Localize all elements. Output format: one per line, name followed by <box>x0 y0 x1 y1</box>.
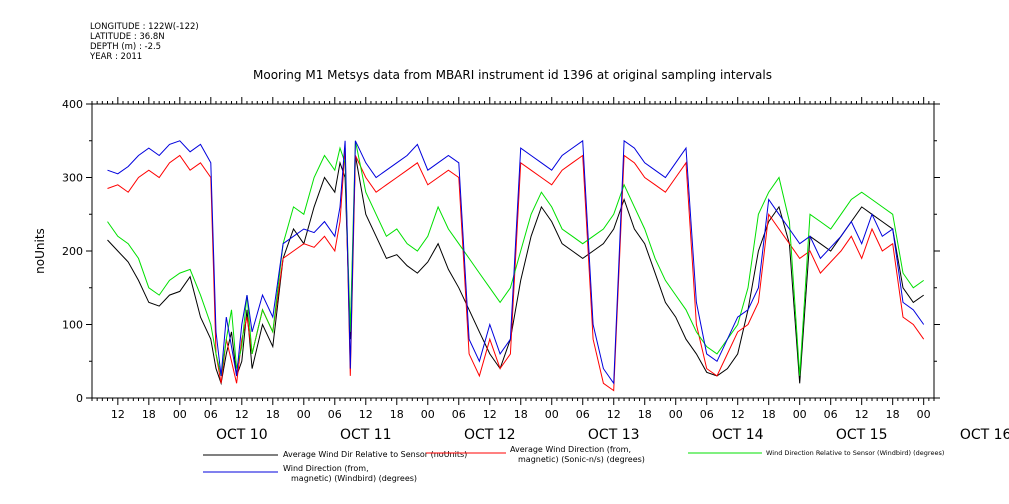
x-day-label: OCT 16 <box>960 427 1009 443</box>
x-hour-label: 06 <box>452 408 466 421</box>
x-hour-label: 12 <box>359 408 373 421</box>
legend-label-4: Wind Direction (from, <box>283 464 369 473</box>
x-hour-label: 00 <box>917 408 931 421</box>
y-tick-label: 100 <box>62 319 83 332</box>
meta-longitude: LONGITUDE : 122W(-122) <box>90 22 199 32</box>
y-axis-label: noUnits <box>33 228 47 274</box>
legend-label-3: Wind Direction Relative to Sensor (Windb… <box>766 449 944 457</box>
x-day-label: OCT 14 <box>712 427 764 443</box>
x-hour-label: 06 <box>328 408 342 421</box>
x-hour-label: 18 <box>390 408 404 421</box>
x-hour-label: 18 <box>514 408 528 421</box>
meta-year: YEAR : 2011 <box>90 52 143 62</box>
y-tick-label: 300 <box>62 172 83 185</box>
x-hour-label: 18 <box>142 408 156 421</box>
x-hour-label: 18 <box>762 408 776 421</box>
x-hour-label: 12 <box>607 408 621 421</box>
x-day-label: OCT 11 <box>340 427 392 443</box>
x-hour-label: 06 <box>700 408 714 421</box>
x-hour-label: 00 <box>793 408 807 421</box>
legend-label-4: magnetic) (Windbird) (degrees) <box>291 474 417 483</box>
y-tick-label: 400 <box>62 98 83 111</box>
meta-depth: DEPTH (m) : -2.5 <box>90 42 162 52</box>
legend-label-2: Average Wind Direction (from, <box>510 445 631 454</box>
x-hour-label: 00 <box>545 408 559 421</box>
x-hour-label: 18 <box>638 408 652 421</box>
x-hour-label: 00 <box>297 408 311 421</box>
x-hour-label: 12 <box>235 408 249 421</box>
x-day-label: OCT 10 <box>216 427 268 443</box>
x-hour-label: 18 <box>266 408 280 421</box>
y-tick-label: 200 <box>62 245 83 258</box>
legend-label-1: Average Wind Dir Relative to Sensor (noU… <box>283 450 467 459</box>
x-hour-label: 06 <box>204 408 218 421</box>
location-metadata: LONGITUDE : 122W(-122) LATITUDE : 36.8N … <box>90 22 199 62</box>
x-day-label: OCT 12 <box>464 427 516 443</box>
x-hour-label: 18 <box>886 408 900 421</box>
y-tick-label: 0 <box>76 392 83 405</box>
x-hour-label: 12 <box>483 408 497 421</box>
x-hour-label: 00 <box>421 408 435 421</box>
legend-label-2: magnetic) (Sonic-n/s) (degrees) <box>518 455 645 464</box>
x-day-label: OCT 15 <box>836 427 888 443</box>
x-day-label: OCT 13 <box>588 427 640 443</box>
x-hour-label: 12 <box>111 408 125 421</box>
x-hour-label: 00 <box>669 408 683 421</box>
x-hour-label: 00 <box>173 408 187 421</box>
series-line-4 <box>107 139 925 385</box>
x-hour-label: 06 <box>576 408 590 421</box>
x-hour-label: 12 <box>855 408 869 421</box>
x-hour-label: 12 <box>731 408 745 421</box>
series-line-2 <box>107 148 925 392</box>
meta-latitude: LATITUDE : 36.8N <box>90 32 165 42</box>
series-line-3 <box>107 140 924 377</box>
chart-title: Mooring M1 Metsys data from MBARI instru… <box>253 68 772 82</box>
chart-title-wrapper: Mooring M1 Metsys data from MBARI instru… <box>0 68 1009 82</box>
x-hour-label: 06 <box>824 408 838 421</box>
